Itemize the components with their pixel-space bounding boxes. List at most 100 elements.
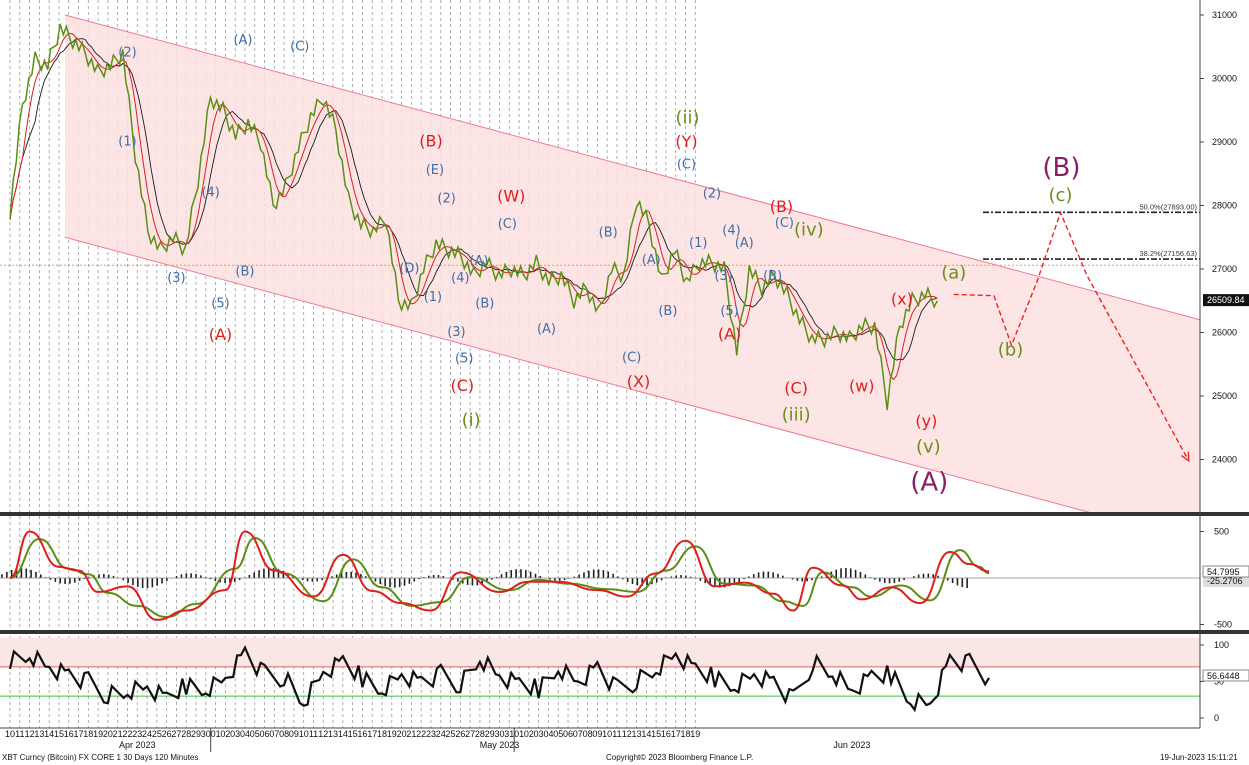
wave-label: (B)	[770, 197, 793, 216]
x-day-label: 27	[171, 729, 181, 739]
wave-label: (c)	[1048, 185, 1072, 206]
x-day-label: 02	[524, 729, 534, 739]
macd-tick-label: -500	[1214, 620, 1232, 630]
x-day-label: 13	[632, 729, 642, 739]
x-day-label: 11	[309, 729, 318, 739]
wave-label: (4)	[451, 271, 469, 286]
wave-label: (B)	[475, 296, 494, 311]
x-day-label: 02	[220, 729, 230, 739]
x-day-label: 01	[514, 729, 524, 739]
wave-label: (A)	[209, 325, 232, 344]
macd-second-value: -25.2706	[1207, 576, 1243, 586]
wave-label: (C)	[784, 379, 808, 398]
x-day-label: 21	[406, 729, 416, 739]
panel-divider	[0, 630, 1249, 634]
wave-label: (C)	[290, 39, 309, 54]
timestamp-caption: 19-Jun-2023 15:11:21	[1160, 753, 1238, 762]
wave-label: (B)	[1042, 153, 1080, 183]
panel-divider	[0, 512, 1249, 516]
wave-label: (5)	[720, 304, 738, 319]
wave-label: (A)	[735, 236, 754, 251]
x-day-label: 30	[201, 729, 211, 739]
x-day-label: 10	[299, 729, 309, 739]
x-day-label: 11	[15, 729, 24, 739]
x-day-label: 19	[690, 729, 700, 739]
macd-value-tag: -25.2706 54.7995	[1202, 565, 1249, 587]
wave-label: (b)	[998, 339, 1023, 360]
wave-label: (B)	[599, 225, 618, 240]
x-day-label: 25	[152, 729, 162, 739]
x-day-label: 18	[83, 729, 93, 739]
wave-label: (1)	[118, 135, 136, 150]
wave-label: (2)	[437, 192, 455, 207]
wave-label: (5)	[455, 352, 473, 367]
x-day-label: 04	[543, 729, 553, 739]
x-day-label: 30	[494, 729, 504, 739]
wave-label: (3)	[714, 269, 732, 284]
wave-label: (A)	[718, 325, 741, 344]
price-line	[9, 23, 938, 411]
x-day-label: 15	[54, 729, 64, 739]
x-day-label: 16	[64, 729, 74, 739]
channel-upper-line	[64, 14, 1200, 321]
wave-label: (1)	[689, 236, 707, 251]
x-day-label: 22	[416, 729, 426, 739]
x-day-label: 03	[230, 729, 240, 739]
y-tick-label: 28000	[1212, 201, 1237, 211]
macd-signal-line	[9, 537, 990, 619]
x-day-label: 04	[240, 729, 250, 739]
channel-lower-line	[64, 236, 1091, 512]
x-day-label: 23	[132, 729, 142, 739]
moving-average-dark	[9, 38, 938, 361]
forecast-arrowhead	[1180, 451, 1190, 463]
wave-label: (C)	[677, 157, 696, 172]
wave-label: (x)	[891, 290, 913, 309]
x-day-label: 09	[592, 729, 602, 739]
instrument-caption: XBT Curncy (Bitcoin) FX CORE 1 30 Days 1…	[2, 753, 199, 762]
x-month-label: May 2023	[480, 740, 520, 750]
x-day-label: 10	[5, 729, 15, 739]
x-day-label: 14	[338, 729, 348, 739]
rsi-tick-label: 100	[1214, 640, 1229, 650]
wave-label: (A)	[469, 254, 488, 269]
x-day-label: 26	[162, 729, 172, 739]
wave-label: (3)	[167, 271, 185, 286]
x-day-label: 28	[181, 729, 191, 739]
wave-label: (C)	[775, 216, 794, 231]
macd-fast-line	[9, 530, 990, 621]
x-day-label: 13	[328, 729, 338, 739]
rsi-value-tag: 56.6448	[1202, 669, 1249, 682]
wave-label: (2)	[703, 187, 721, 202]
wave-label: (W)	[497, 187, 525, 206]
x-day-label: 29	[191, 729, 201, 739]
x-day-label: 12	[25, 729, 35, 739]
wave-label: (B)	[658, 304, 677, 319]
x-day-label: 27	[465, 729, 475, 739]
x-day-label: 17	[367, 729, 377, 739]
last-price-label: 26509.84	[1207, 295, 1245, 305]
wave-label: (A)	[642, 253, 661, 268]
wave-label: (D)	[399, 262, 419, 277]
rsi-overbought-band	[0, 637, 1200, 667]
x-day-label: 06	[260, 729, 270, 739]
y-tick-label: 30000	[1212, 74, 1237, 84]
x-day-label: 20	[397, 729, 407, 739]
y-tick-label: 27000	[1212, 264, 1237, 274]
x-day-label: 25	[446, 729, 456, 739]
x-day-label: 10	[602, 729, 612, 739]
x-day-label: 20	[103, 729, 113, 739]
moving-average-red	[9, 32, 938, 381]
wave-label: (ii)	[675, 108, 699, 129]
x-day-label: 11	[612, 729, 621, 739]
x-day-label: 24	[436, 729, 446, 739]
rsi-line	[8, 645, 990, 713]
x-day-label: 19	[387, 729, 397, 739]
x-day-label: 14	[44, 729, 54, 739]
wave-label: (5)	[211, 296, 229, 311]
wave-label: (a)	[941, 262, 966, 283]
wave-label: (C)	[450, 376, 474, 395]
x-day-label: 23	[426, 729, 436, 739]
x-day-label: 06	[563, 729, 573, 739]
wave-label: (2)	[118, 46, 136, 61]
forecast-path	[953, 210, 1190, 462]
